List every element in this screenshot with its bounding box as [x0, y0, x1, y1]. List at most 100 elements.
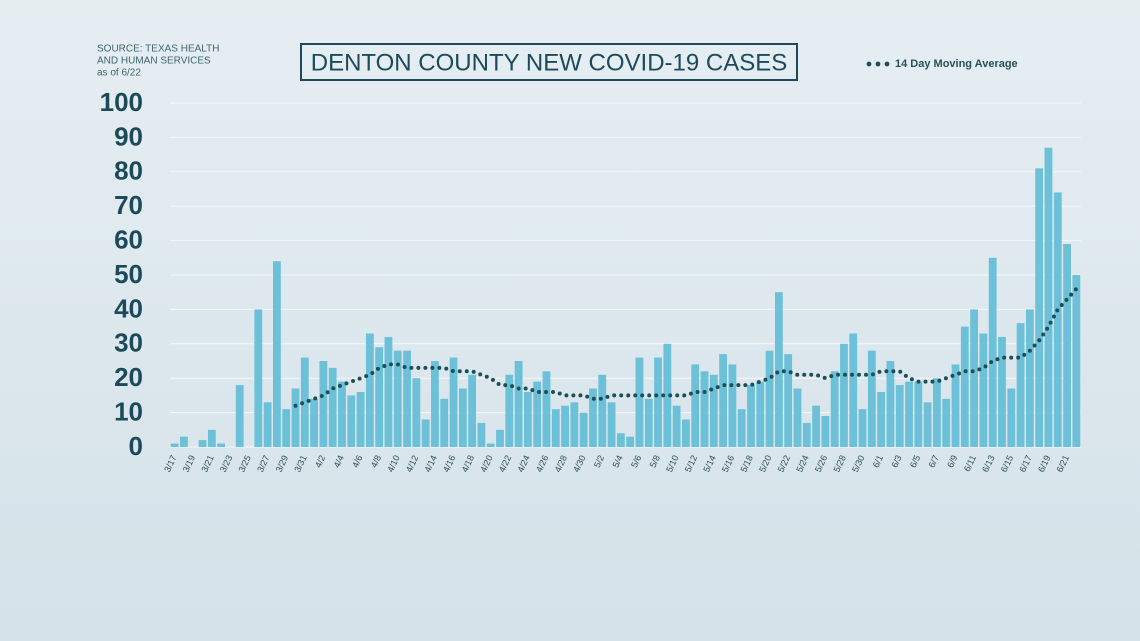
bar: [170, 443, 179, 447]
title-box: [300, 43, 798, 81]
bar: [867, 350, 876, 447]
x-tick-label: 6/9: [945, 454, 959, 470]
bar: [533, 381, 542, 447]
y-tick-label: 30: [114, 328, 143, 358]
bar: [254, 309, 263, 447]
bar: [393, 350, 402, 447]
bar: [300, 357, 309, 447]
bar: [431, 361, 439, 447]
y-tick-label: 70: [114, 190, 143, 220]
bar: [793, 388, 802, 447]
bar: [291, 388, 300, 447]
x-tick-label: 5/4: [610, 454, 624, 470]
legend-swatch: [884, 61, 890, 67]
bar: [561, 405, 569, 447]
bar: [1072, 275, 1081, 447]
y-tick-label: 60: [114, 224, 143, 254]
bar: [979, 333, 988, 447]
bar: [403, 350, 411, 447]
bar: [486, 443, 495, 447]
bar: [505, 374, 514, 447]
bar: [1053, 192, 1062, 447]
bar: [951, 364, 960, 447]
x-tick-label: 5/6: [629, 454, 643, 470]
bar: [821, 416, 830, 447]
bar: [914, 381, 923, 447]
bar: [840, 343, 848, 447]
bar: [421, 419, 430, 447]
bar: [1044, 147, 1053, 447]
bar: [709, 374, 718, 447]
bar: [579, 412, 588, 447]
x-tick-label: 5/8: [648, 454, 662, 470]
bar: [802, 422, 811, 447]
source-line: as of 6/22: [97, 68, 141, 79]
bar: [384, 336, 393, 447]
bar: [877, 391, 886, 447]
bar: [347, 395, 356, 447]
bar: [207, 429, 216, 447]
y-tick-label: 50: [114, 259, 143, 289]
bar: [812, 405, 820, 447]
x-tick-label: 6/3: [889, 454, 903, 470]
x-tick-label: 4/6: [350, 454, 364, 470]
source-line: SOURCE: TEXAS HEALTH: [97, 44, 219, 55]
bar: [933, 378, 941, 447]
bar: [607, 402, 616, 447]
bar: [691, 364, 700, 447]
bar: [719, 354, 728, 447]
bar: [1063, 244, 1071, 447]
y-tick-label: 10: [114, 396, 143, 426]
bar: [310, 398, 318, 447]
x-tick-label: 6/1: [871, 454, 885, 470]
bar: [765, 350, 774, 447]
bar: [272, 261, 281, 447]
bar: [449, 357, 458, 447]
bar: [375, 347, 384, 447]
bar: [1007, 388, 1016, 447]
bar: [635, 357, 644, 447]
legend: 14 Day Moving Average: [866, 58, 1018, 70]
bar: [217, 443, 226, 447]
bar: [365, 333, 374, 447]
bar: [663, 343, 672, 447]
bar: [644, 398, 653, 447]
bar: [523, 391, 532, 447]
x-tick-label: 4/4: [332, 454, 346, 470]
legend-swatch: [866, 61, 872, 67]
x-tick-label: 4/2: [313, 454, 327, 470]
bar: [886, 361, 895, 447]
bar: [858, 409, 867, 447]
y-tick-label: 40: [114, 293, 143, 323]
bar: [830, 371, 839, 447]
y-tick-label: 20: [114, 362, 143, 392]
bar: [235, 385, 244, 447]
legend-swatch: [875, 61, 881, 67]
bar: [1035, 168, 1044, 448]
bar: [440, 398, 449, 447]
y-tick-label: 80: [114, 156, 143, 186]
bar: [960, 326, 969, 447]
y-tick-label: 90: [114, 121, 143, 151]
bar: [1016, 323, 1025, 447]
bar: [477, 422, 486, 447]
y-tick-label: 100: [100, 87, 143, 117]
bar: [198, 440, 207, 447]
bar: [756, 381, 765, 447]
bar: [542, 371, 551, 447]
bar: [682, 419, 690, 447]
bar: [458, 388, 467, 447]
bar: [282, 409, 291, 447]
bar: [654, 357, 662, 447]
legend-label: 14 Day Moving Average: [895, 58, 1018, 70]
bar: [1025, 309, 1034, 447]
bar: [895, 385, 904, 447]
bar: [998, 336, 1006, 447]
bar: [338, 381, 346, 447]
bar: [747, 385, 755, 447]
bar: [626, 436, 635, 447]
y-tick-label: 0: [129, 431, 143, 461]
bar: [970, 309, 979, 447]
